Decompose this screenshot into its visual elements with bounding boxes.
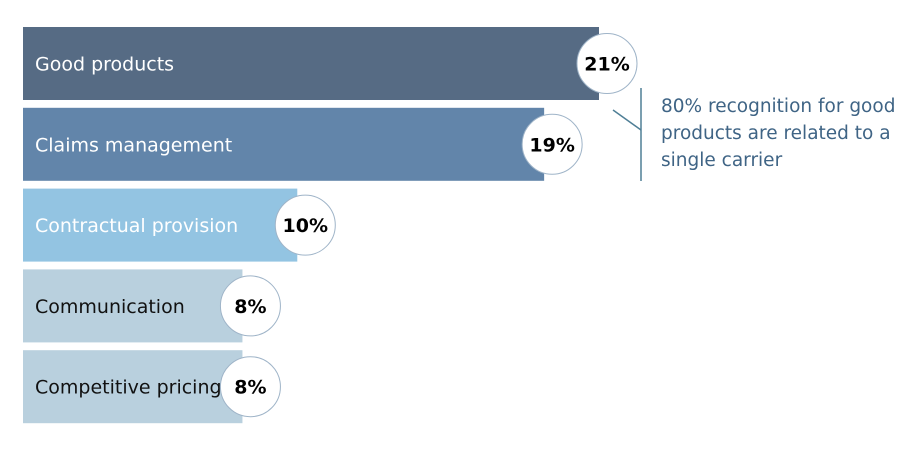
value-circle-4 [219, 275, 281, 337]
bar-1 [23, 27, 599, 100]
data-label-4: 8% [234, 296, 266, 318]
category-label-1: Good products [35, 54, 174, 76]
bar-4 [23, 269, 243, 343]
annotation-line-1: 80% recognition for good [661, 96, 896, 117]
category-label-3: Contractual provision [35, 215, 238, 237]
category-label-2: Claims management [35, 134, 232, 156]
data-label-2: 19% [529, 134, 574, 156]
annotation-bracket-pointer [612, 109, 642, 131]
annotation-text: 80% recognition for good products are re… [661, 93, 911, 174]
category-label-5: Competitive pricing [35, 377, 222, 399]
value-circle-2 [521, 113, 583, 175]
bar-5 [23, 350, 243, 424]
data-label-3: 10% [283, 215, 328, 237]
annotation-line-3: single carrier [661, 150, 783, 171]
category-label-4: Communication [35, 296, 185, 318]
bar-3 [23, 188, 298, 262]
data-label-1: 21% [584, 54, 629, 76]
bar-2 [23, 107, 545, 181]
data-label-5: 8% [234, 377, 266, 399]
annotation-line-2: products are related to a [661, 123, 891, 144]
value-circle-3 [274, 194, 336, 256]
value-circle-5 [219, 356, 281, 418]
value-circle-1 [576, 33, 638, 94]
